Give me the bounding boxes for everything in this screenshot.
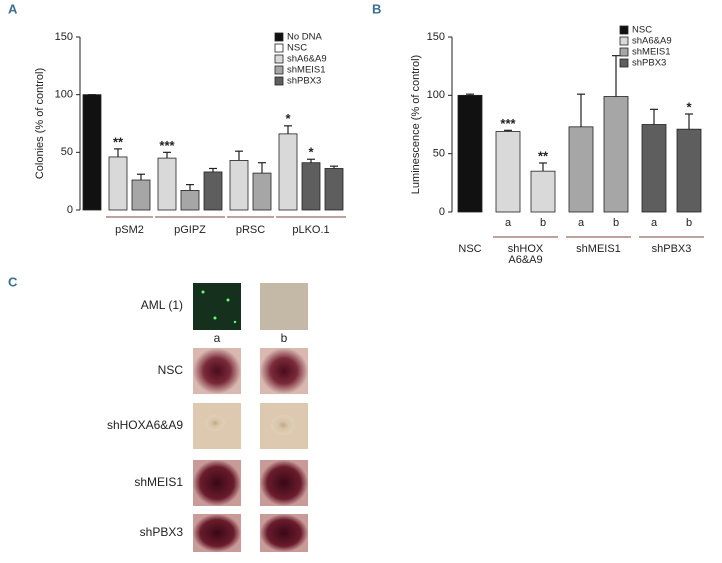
- group-label: pRSC: [236, 224, 265, 236]
- significance: *: [686, 99, 692, 114]
- legend-label: shMEIS1: [287, 65, 326, 76]
- bar: [568, 126, 594, 213]
- legend-label: shA6&A9: [632, 36, 672, 47]
- legend-label: shPBX3: [287, 76, 321, 87]
- group-label: pLKO.1: [292, 224, 329, 236]
- legend-swatch: [274, 54, 284, 64]
- y-tick-label: 0: [67, 204, 73, 216]
- bar-sublabel: a: [578, 217, 585, 229]
- bar: [457, 94, 483, 213]
- bar: [603, 96, 629, 213]
- column-label: b: [281, 331, 288, 345]
- bar: [108, 156, 128, 211]
- significance: *: [285, 111, 291, 126]
- y-tick-label: 50: [433, 148, 445, 160]
- bar: [82, 94, 102, 211]
- group-label: pSM2: [115, 224, 144, 236]
- legend-label: shMEIS1: [632, 47, 671, 58]
- y-axis-label: Luminescence (% of control): [410, 55, 422, 194]
- y-tick-label: 0: [439, 206, 445, 218]
- row-label: shHOXA6&A9: [107, 418, 183, 432]
- row-label: shPBX3: [140, 525, 184, 539]
- bar: [530, 170, 556, 213]
- bar: [180, 189, 200, 211]
- bar: [252, 172, 272, 211]
- group-label: pGIPZ: [174, 224, 206, 236]
- bar-sublabel: a: [505, 217, 512, 229]
- bar: [641, 124, 667, 213]
- panel-label: A: [8, 1, 18, 16]
- group-label: shHOX: [508, 243, 544, 255]
- bar: [157, 157, 177, 211]
- significance: ***: [500, 116, 516, 131]
- bar: [229, 160, 249, 211]
- y-tick-label: 150: [427, 31, 445, 43]
- legend-swatch: [619, 25, 629, 35]
- legend-swatch: [619, 36, 629, 46]
- bar: [131, 179, 151, 211]
- significance: **: [113, 134, 124, 149]
- y-axis-label: Colonies (% of control): [34, 68, 46, 179]
- y-tick-label: 150: [55, 31, 73, 43]
- y-tick-label: 100: [427, 89, 445, 101]
- panel-label: B: [372, 1, 381, 16]
- bar: [495, 131, 521, 213]
- bar: [324, 168, 344, 211]
- legend-label: NSC: [287, 43, 307, 54]
- group-label: shMEIS1: [576, 243, 621, 255]
- bar-sublabel: b: [686, 217, 692, 229]
- bar-sublabel: b: [540, 217, 546, 229]
- panel-label: C: [8, 274, 18, 289]
- y-tick-label: 100: [55, 89, 73, 101]
- legend-label: No DNA: [287, 32, 323, 43]
- bar: [278, 133, 298, 211]
- row-label: AML (1): [141, 298, 183, 312]
- group-label: NSC: [458, 243, 481, 255]
- group-label: A6&A9: [508, 254, 542, 266]
- significance: *: [308, 145, 314, 160]
- significance: **: [538, 148, 549, 163]
- bar: [301, 162, 321, 211]
- group-label: shPBX3: [652, 243, 692, 255]
- column-label: a: [214, 331, 221, 345]
- legend-label: shPBX3: [632, 58, 666, 69]
- row-label: shMEIS1: [134, 475, 183, 489]
- legend-swatch: [274, 76, 284, 86]
- bar-sublabel: b: [613, 217, 619, 229]
- legend-swatch: [619, 58, 629, 68]
- legend-swatch: [274, 65, 284, 75]
- bar: [203, 171, 223, 211]
- significance: ***: [159, 138, 175, 153]
- bar: [676, 128, 702, 213]
- legend-label: shA6&A9: [287, 54, 327, 65]
- panel-c-images: [193, 283, 308, 552]
- legend-swatch: [619, 47, 629, 57]
- bar-sublabel: a: [651, 217, 658, 229]
- y-tick-label: 50: [61, 146, 73, 158]
- legend-swatch: [274, 43, 284, 53]
- row-label: NSC: [158, 363, 184, 377]
- legend-swatch: [274, 32, 284, 42]
- legend-label: NSC: [632, 25, 652, 36]
